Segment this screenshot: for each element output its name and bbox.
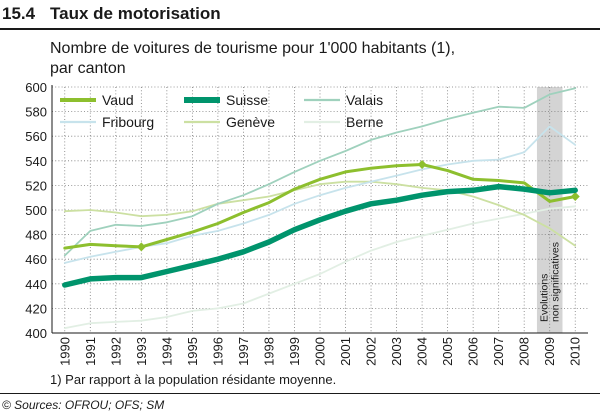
legend-label: Vaud bbox=[102, 92, 134, 108]
x-tick-label: 2010 bbox=[568, 337, 583, 366]
x-tick-label: 2008 bbox=[517, 337, 532, 366]
x-tick-label: 2001 bbox=[338, 337, 353, 366]
x-tick-label: 2000 bbox=[313, 337, 328, 366]
x-tick-label: 1991 bbox=[83, 337, 98, 366]
x-tick-label: 1992 bbox=[108, 337, 123, 366]
x-tick-label: 2005 bbox=[440, 337, 455, 366]
series-line-fribourg bbox=[63, 125, 577, 264]
y-tick-label: 580 bbox=[25, 105, 47, 120]
y-tick-label: 480 bbox=[25, 228, 47, 243]
y-tick-label: 460 bbox=[25, 252, 47, 267]
header-rule bbox=[0, 28, 600, 30]
y-tick-label: 400 bbox=[25, 326, 47, 341]
x-tick-label: 2009 bbox=[542, 337, 557, 366]
footer-rule bbox=[0, 393, 600, 394]
x-tick-label: 1990 bbox=[57, 337, 72, 366]
legend-label: Suisse bbox=[226, 92, 268, 108]
legend-item-vaud: Vaud bbox=[60, 92, 134, 108]
x-tick-label: 2004 bbox=[415, 337, 430, 366]
chart-title: Taux de motorisation bbox=[50, 4, 221, 23]
shaded-region-label: Evolutions bbox=[539, 274, 551, 322]
legend-item-suisse: Suisse bbox=[184, 92, 268, 108]
legend-label: Valais bbox=[346, 92, 383, 108]
series-marker-vaud bbox=[570, 191, 580, 201]
section-number: 15.4 bbox=[2, 4, 36, 23]
x-tick-label: 1997 bbox=[236, 337, 251, 366]
legend-item-genève: Genève bbox=[184, 114, 275, 130]
y-tick-label: 600 bbox=[25, 80, 47, 95]
y-tick-label: 520 bbox=[25, 178, 47, 193]
x-tick-label: 1996 bbox=[210, 337, 225, 366]
legend-label: Berne bbox=[346, 114, 384, 130]
x-tick-label: 1994 bbox=[159, 337, 174, 366]
legend-item-fribourg: Fribourg bbox=[60, 114, 154, 130]
chart-header: 15.4 Taux de motorisation bbox=[0, 0, 600, 30]
x-tick-label: 1998 bbox=[261, 337, 276, 366]
footnote: 1) Par rapport à la population résidante… bbox=[50, 372, 337, 387]
x-tick-label: 1993 bbox=[134, 337, 149, 366]
y-tick-label: 540 bbox=[25, 154, 47, 169]
series-line-berne bbox=[63, 205, 577, 330]
y-tick-label: 440 bbox=[25, 277, 47, 292]
y-tick-label: 500 bbox=[25, 203, 47, 218]
series-line-vaud bbox=[63, 163, 577, 250]
legend-item-valais: Valais bbox=[304, 92, 383, 108]
y-tick-label: 560 bbox=[25, 129, 47, 144]
shaded-region-label: non significatives bbox=[550, 242, 562, 322]
chart-subtitle-line1: Nombre de voitures de tourisme pour 1'00… bbox=[50, 40, 456, 57]
line-chart: 400 420 440 460 480 500 520 540 560 580 600 1990 199… bbox=[25, 80, 588, 366]
x-tick-label: 2007 bbox=[491, 337, 506, 366]
legend-item-berne: Berne bbox=[304, 114, 384, 130]
series-line-valais bbox=[63, 87, 577, 257]
x-tick-label: 2006 bbox=[466, 337, 481, 366]
series-marker-vaud bbox=[136, 242, 146, 252]
x-tick-label: 2003 bbox=[389, 337, 404, 366]
y-tick-label: 420 bbox=[25, 301, 47, 316]
series-marker-vaud bbox=[417, 159, 427, 169]
chart-subtitle-line2: par canton bbox=[50, 60, 126, 77]
x-tick-label: 1995 bbox=[185, 337, 200, 366]
series-line-genève bbox=[63, 180, 577, 247]
x-tick-label: 2002 bbox=[364, 337, 379, 366]
series-line-suisse bbox=[62, 183, 578, 288]
source-note: © Sources: OFROU; OFS; SM bbox=[2, 398, 165, 412]
legend-label: Fribourg bbox=[102, 114, 154, 130]
x-tick-label: 1999 bbox=[287, 337, 302, 366]
legend-label: Genève bbox=[226, 114, 275, 130]
